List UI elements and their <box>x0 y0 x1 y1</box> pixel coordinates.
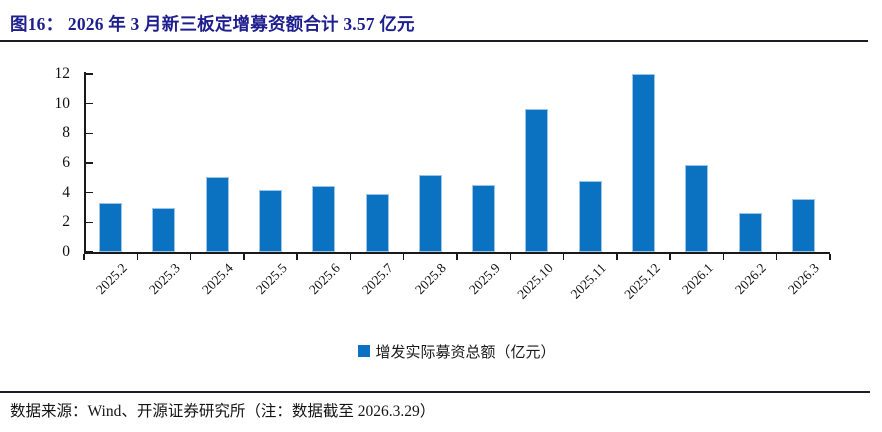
x-tick-label: 2025.2 <box>92 260 130 298</box>
bar <box>99 203 123 252</box>
x-tick-label: 2026.2 <box>732 260 769 298</box>
bar <box>205 177 229 252</box>
x-axis-tick <box>722 253 725 260</box>
title-divider <box>0 40 868 42</box>
y-axis-tick <box>85 251 93 253</box>
x-tick-label: 2025.7 <box>359 260 396 298</box>
bar <box>632 74 655 252</box>
bar <box>152 208 176 252</box>
bar <box>738 213 762 252</box>
y-tick-label: 2 <box>62 213 70 231</box>
legend-square-icon <box>358 345 371 357</box>
x-tick-label: 2026.1 <box>678 260 716 298</box>
x-axis-tick <box>402 253 405 260</box>
footer-divider <box>0 391 870 393</box>
x-tick-label: 2025.3 <box>145 260 183 298</box>
x-tick-label: 2025.6 <box>305 260 343 298</box>
x-tick-label: 2025.9 <box>465 260 503 298</box>
y-axis-tick <box>85 132 93 135</box>
bar <box>685 165 709 252</box>
bar <box>525 108 549 252</box>
y-tick-label: 10 <box>54 94 71 112</box>
y-tick-label: 0 <box>62 243 70 260</box>
x-axis-tick <box>829 253 831 260</box>
y-axis-tick <box>85 102 93 105</box>
chart-legend: 增发实际募资总额（亿元） <box>84 340 830 362</box>
bar <box>578 180 602 252</box>
y-axis-tick <box>85 221 93 224</box>
x-axis-tick <box>296 253 298 260</box>
data-source-note: 数据来源：Wind、开源证券研究所（注：数据截至 2026.3.29） <box>10 403 436 420</box>
bar <box>312 185 336 252</box>
legend-label: 增发实际募资总额（亿元） <box>375 344 556 361</box>
x-axis-tick <box>189 253 192 260</box>
y-axis-tick <box>85 73 93 75</box>
x-axis-line <box>84 252 830 254</box>
x-axis-tick <box>136 253 139 260</box>
bar <box>418 174 442 252</box>
x-axis-tick <box>83 253 85 260</box>
x-tick-label: 2025.8 <box>412 260 450 298</box>
x-tick-label: 2025.11 <box>567 260 610 302</box>
x-axis-tick <box>562 253 565 260</box>
x-tick-label: 2025.12 <box>620 260 663 302</box>
x-tick-label: 2025.10 <box>514 260 556 302</box>
x-tick-label: 2025.4 <box>199 260 237 298</box>
x-axis-tick <box>775 253 778 260</box>
x-axis-tick <box>349 253 352 260</box>
x-tick-label: 2026.3 <box>785 260 823 298</box>
bar <box>791 199 815 252</box>
x-tick-label: 2025.5 <box>252 260 290 298</box>
bar <box>259 190 282 252</box>
y-axis-tick <box>85 191 93 194</box>
x-axis-tick <box>509 253 512 260</box>
x-axis-tick <box>616 253 618 260</box>
y-axis-line <box>84 72 86 254</box>
y-tick-label: 12 <box>54 65 71 82</box>
y-tick-label: 6 <box>62 154 70 171</box>
x-axis-tick <box>456 253 458 260</box>
x-axis-tick <box>243 253 245 260</box>
y-tick-label: 8 <box>62 124 70 142</box>
figure-title: 图16： 2026 年 3 月新三板定增募资额合计 3.57 亿元 <box>10 14 415 34</box>
x-axis-tick <box>669 253 671 260</box>
y-axis-tick <box>85 162 93 164</box>
bar <box>472 185 496 252</box>
bar <box>365 194 389 252</box>
y-tick-label: 4 <box>62 183 70 201</box>
